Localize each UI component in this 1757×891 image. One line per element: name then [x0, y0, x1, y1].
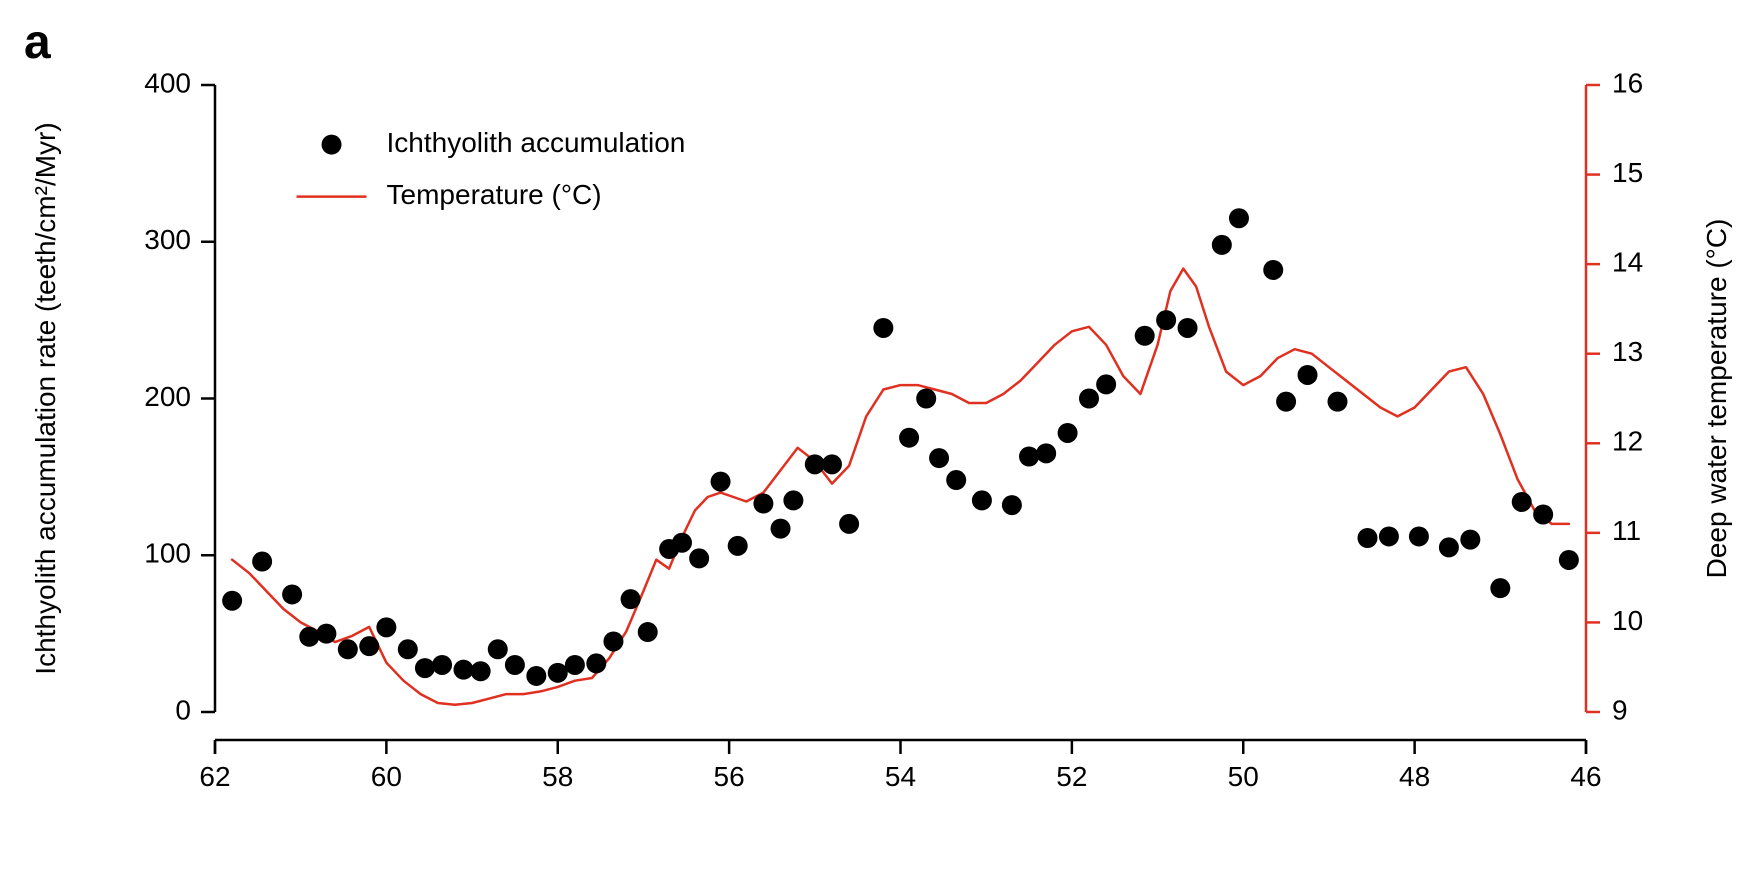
- y-left-axis-label: Ichthyolith accumulation rate (teeth/cm²…: [30, 122, 61, 674]
- scatter-point: [805, 454, 825, 474]
- chart-container: a 0 100 200 300 400 Ichthyolith accumulation r…: [0, 0, 1757, 891]
- y-right-tick-label: 16: [1612, 67, 1643, 98]
- scatter-point: [299, 627, 319, 647]
- scatter-point: [338, 639, 358, 659]
- scatter-point: [873, 318, 893, 338]
- legend-label: Temperature (°C): [387, 179, 602, 210]
- scatter-point: [548, 663, 568, 683]
- scatter-point: [471, 661, 491, 681]
- x-axis-tick-label: 60: [371, 761, 402, 792]
- chart-bg: [0, 0, 1757, 891]
- scatter-point: [1512, 492, 1532, 512]
- scatter-point: [1135, 326, 1155, 346]
- y-right-tick-label: 13: [1612, 336, 1643, 367]
- x-axis-tick-label: 52: [1056, 761, 1087, 792]
- scatter-point: [282, 584, 302, 604]
- scatter-point: [1263, 260, 1283, 280]
- scatter-point: [565, 655, 585, 675]
- x-axis-tick-label: 54: [885, 761, 916, 792]
- y-right-tick-label: 10: [1612, 605, 1643, 636]
- scatter-point: [359, 636, 379, 656]
- scatter-point: [753, 494, 773, 514]
- scatter-point: [222, 591, 242, 611]
- y-right-tick-label: 9: [1612, 694, 1628, 725]
- legend-marker-icon: [322, 135, 342, 155]
- scatter-point: [432, 655, 452, 675]
- scatter-point: [822, 454, 842, 474]
- scatter-point: [1379, 526, 1399, 546]
- scatter-point: [711, 472, 731, 492]
- scatter-point: [376, 617, 396, 637]
- x-axis-tick-label: 56: [714, 761, 745, 792]
- scatter-point: [526, 666, 546, 686]
- scatter-point: [1019, 446, 1039, 466]
- y-right-tick-label: 12: [1612, 426, 1643, 457]
- dual-axis-chart: a 0 100 200 300 400 Ichthyolith accumulation r…: [0, 0, 1757, 891]
- scatter-point: [771, 519, 791, 539]
- scatter-point: [415, 658, 435, 678]
- scatter-point: [929, 448, 949, 468]
- scatter-point: [398, 639, 418, 659]
- scatter-point: [453, 660, 473, 680]
- scatter-point: [1036, 443, 1056, 463]
- x-axis-tick-label: 46: [1570, 761, 1601, 792]
- scatter-point: [1298, 365, 1318, 385]
- scatter-point: [1002, 495, 1022, 515]
- scatter-point: [672, 533, 692, 553]
- y-left-tick-label: 200: [144, 381, 191, 412]
- scatter-point: [1178, 318, 1198, 338]
- scatter-point: [316, 624, 336, 644]
- scatter-point: [783, 490, 803, 510]
- scatter-point: [839, 514, 859, 534]
- scatter-point: [488, 639, 508, 659]
- x-axis-tick-label: 48: [1399, 761, 1430, 792]
- scatter-point: [1079, 389, 1099, 409]
- legend-label: Ichthyolith accumulation: [387, 127, 686, 158]
- x-axis-tick-label: 50: [1228, 761, 1259, 792]
- x-axis-tick-label: 58: [542, 761, 573, 792]
- scatter-point: [1409, 526, 1429, 546]
- scatter-point: [1490, 578, 1510, 598]
- y-left-tick-label: 0: [175, 694, 191, 725]
- scatter-point: [1328, 392, 1348, 412]
- scatter-point: [1229, 208, 1249, 228]
- scatter-point: [972, 490, 992, 510]
- scatter-point: [1096, 374, 1116, 394]
- scatter-point: [1357, 528, 1377, 548]
- x-axis-tick-label: 62: [199, 761, 230, 792]
- scatter-point: [252, 552, 272, 572]
- scatter-point: [505, 655, 525, 675]
- y-right-tick-label: 15: [1612, 157, 1643, 188]
- y-right-axis-label: Deep water temperature (°C): [1701, 219, 1732, 579]
- scatter-point: [1559, 550, 1579, 570]
- scatter-point: [1212, 235, 1232, 255]
- scatter-point: [603, 631, 623, 651]
- panel-label: a: [24, 16, 51, 69]
- scatter-point: [1058, 423, 1078, 443]
- scatter-point: [916, 389, 936, 409]
- scatter-point: [689, 548, 709, 568]
- y-left-tick-label: 100: [144, 538, 191, 569]
- scatter-point: [1156, 310, 1176, 330]
- scatter-point: [1460, 530, 1480, 550]
- scatter-point: [1533, 504, 1553, 524]
- y-right-tick-label: 14: [1612, 247, 1643, 278]
- scatter-point: [638, 622, 658, 642]
- scatter-point: [1439, 537, 1459, 557]
- scatter-point: [1276, 392, 1296, 412]
- scatter-point: [586, 653, 606, 673]
- scatter-point: [621, 589, 641, 609]
- scatter-point: [899, 428, 919, 448]
- scatter-point: [728, 536, 748, 556]
- scatter-point: [946, 470, 966, 490]
- y-left-tick-label: 300: [144, 224, 191, 255]
- y-right-tick-label: 11: [1612, 515, 1641, 546]
- y-left-tick-label: 400: [144, 67, 191, 98]
